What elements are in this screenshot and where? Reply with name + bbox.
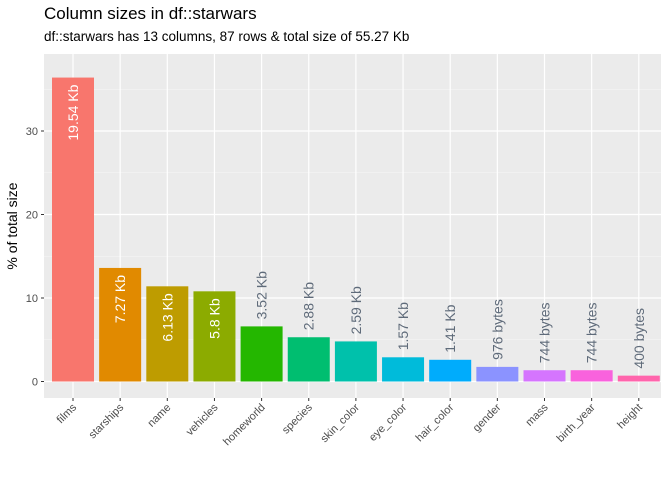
chart-title: Column sizes in df::starwars — [44, 4, 257, 23]
x-tick-label-height: height — [615, 402, 645, 432]
x-tick-label-birth_year: birth_year — [555, 401, 598, 444]
bar-hair_color — [429, 359, 472, 382]
x-tick-label-films: films — [55, 401, 80, 426]
y-axis: 0 10 20 30 — [26, 126, 44, 389]
bar-label-mass: 744 bytes — [537, 303, 553, 364]
bar-name — [146, 286, 189, 382]
bar-height — [617, 375, 660, 382]
bar-label-vehicles: 5.8 Kb — [206, 298, 222, 339]
bar-label-eye_color: 1.57 Kb — [395, 302, 411, 350]
bar-vehicles — [193, 291, 236, 382]
bar-eye_color — [382, 357, 425, 382]
bar-label-homeworld: 3.52 Kb — [254, 271, 270, 319]
bar-label-birth_year: 744 bytes — [584, 303, 600, 364]
x-tick-label-hair_color: hair_color — [414, 401, 457, 444]
bar-label-height: 400 bytes — [631, 308, 647, 369]
bar-label-gender: 976 bytes — [489, 299, 505, 360]
x-tick-label-skin_color: skin_color — [319, 401, 363, 445]
x-tick-label-gender: gender — [471, 401, 504, 434]
y-axis-title: % of total size — [4, 182, 20, 269]
bar-label-skin_color: 2.59 Kb — [348, 286, 364, 334]
bar-label-hair_color: 1.41 Kb — [442, 304, 458, 352]
y-tick-label: 0 — [32, 377, 38, 389]
bar-label-starships: 7.27 Kb — [112, 275, 128, 323]
bar-label-name: 6.13 Kb — [159, 293, 175, 341]
bar-skin_color — [334, 341, 377, 382]
x-tick-label-starships: starships — [87, 401, 127, 441]
x-tick-label-mass: mass — [524, 401, 551, 428]
bar-starships — [99, 267, 142, 382]
y-tick-label: 20 — [26, 210, 38, 222]
bar-labels: 19.54 Kb 7.27 Kb 6.13 Kb 5.8 Kb 3.52 Kb 2.88 … — [65, 84, 647, 368]
bar-films — [52, 77, 94, 382]
x-tick-label-eye_color: eye_color — [367, 401, 409, 443]
x-tick-label-homeworld: homeworld — [221, 402, 268, 449]
x-tick-label-species: species — [280, 401, 315, 436]
x-axis: films starships name vehicles homeworld speci… — [55, 398, 645, 448]
x-tick-label-vehicles: vehicles — [184, 401, 221, 438]
x-tick-label-name: name — [145, 402, 173, 430]
bar-birth_year — [570, 370, 613, 382]
y-tick-label: 30 — [26, 126, 38, 138]
bar-species — [287, 337, 330, 382]
bar-label-films: 19.54 Kb — [65, 84, 81, 140]
y-tick-label: 10 — [26, 293, 38, 305]
bar-homeworld — [240, 326, 283, 382]
bars — [52, 77, 660, 382]
bar-label-species: 2.88 Kb — [301, 282, 317, 330]
bar-mass — [523, 370, 566, 382]
chart-subtitle: df::starwars has 13 columns, 87 rows & t… — [44, 29, 410, 44]
bar-gender — [476, 366, 519, 382]
